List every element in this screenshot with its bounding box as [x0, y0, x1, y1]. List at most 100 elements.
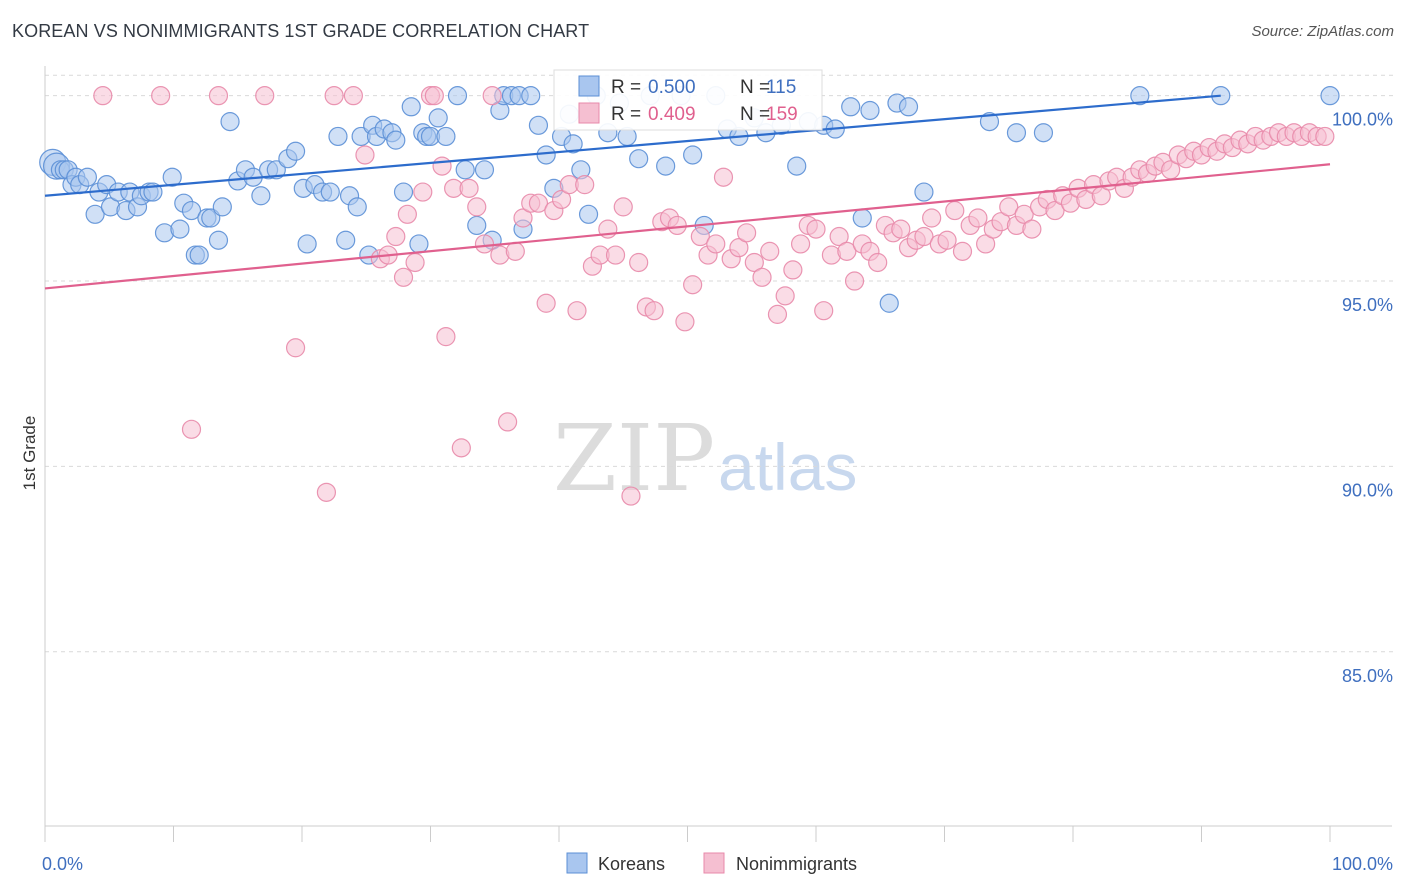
nonimmigrant-point [567, 301, 587, 321]
nonimmigrant-point [760, 241, 780, 261]
axes: 85.0% 90.0% 95.0% 100.0% 0.0% 100.0% [42, 66, 1393, 874]
nonimmigrant-point [424, 86, 444, 106]
korean-point [841, 97, 861, 117]
nonimmigrant-point [891, 219, 911, 239]
korean-point [320, 182, 340, 202]
nonimmigrants-swatch [578, 102, 600, 124]
nonimmigrant-point [922, 208, 942, 228]
nonimmigrant-point [945, 200, 965, 221]
x-tick-label-max: 100.0% [1332, 854, 1393, 874]
nonimmigrant-point [814, 301, 834, 321]
korean-point [1130, 86, 1150, 106]
korean-point [328, 126, 348, 147]
korean-point [386, 130, 406, 150]
nonimmigrant-point [952, 241, 973, 261]
nonimmigrant-point [605, 245, 626, 265]
korean-point [656, 156, 676, 176]
y-tick-label: 90.0% [1342, 480, 1393, 500]
nonimmigrant-point [690, 226, 710, 247]
korean-point [77, 167, 98, 187]
legend-nonimmigrants-label: Nonimmigrants [736, 854, 857, 874]
nonimmigrant-point [613, 197, 633, 217]
nonimmigrant-point [837, 241, 857, 261]
korean-point [1033, 123, 1054, 143]
nonimmigrant-point [806, 219, 826, 239]
nonimmigrant-point [868, 252, 888, 273]
nonimmigrant-point [181, 419, 202, 439]
legend: Koreans Nonimmigrants [566, 852, 857, 874]
korean-point [578, 204, 599, 224]
korean-point [629, 149, 649, 169]
korean-point [521, 86, 541, 106]
nonimmigrant-point [1022, 219, 1042, 239]
korean-point [212, 197, 232, 217]
nonimmigrant-point [790, 234, 811, 254]
korean-point [467, 215, 487, 236]
nonimmigrant-point [505, 241, 525, 261]
nonimmigrant-point [151, 86, 171, 106]
watermark-atlas: atlas [718, 430, 857, 504]
korean-point [536, 145, 556, 165]
nonimmigrant-point [513, 208, 533, 228]
korean-point [879, 293, 899, 313]
nonimmigrant-point [914, 226, 934, 247]
nonimmigrant-point [459, 178, 479, 198]
nonimmigrants-n-label: N = [740, 104, 770, 125]
nonimmigrant-point [343, 86, 363, 106]
chart-source: Source: ZipAtlas.com [1251, 23, 1394, 40]
nonimmigrants-n-value: 159 [766, 104, 798, 125]
korean-point [409, 234, 429, 254]
legend-koreans-swatch [566, 852, 588, 874]
nonimmigrant-point [644, 301, 664, 321]
korean-point [401, 97, 421, 117]
koreans-points [39, 86, 1340, 313]
koreans-swatch [578, 75, 600, 97]
nonimmigrant-point [629, 252, 649, 273]
nonimmigrant-point [976, 234, 996, 254]
nonimmigrant-point [208, 86, 229, 106]
korean-point [393, 182, 414, 202]
korean-point [201, 208, 221, 228]
nonimmigrant-point [752, 267, 772, 287]
korean-point [563, 134, 583, 154]
nonimmigrant-point [783, 260, 803, 280]
korean-point [285, 141, 306, 161]
nonimmigrant-point [968, 208, 988, 228]
nonimmigrant-point [844, 271, 865, 291]
nonimmigrants-r-label: R = [611, 104, 641, 125]
nonimmigrant-point [744, 252, 764, 273]
koreans-r-label: R = [611, 77, 641, 98]
nonimmigrant-point [255, 86, 275, 106]
nonimmigrant-point [393, 267, 414, 287]
legend-koreans-label: Koreans [598, 854, 665, 874]
nonimmigrant-point [999, 197, 1019, 217]
nonimmigrant-point [667, 215, 687, 236]
y-tick-label: 85.0% [1342, 666, 1393, 686]
nonimmigrant-point [316, 482, 337, 502]
korean-point [162, 167, 182, 187]
korean-point [979, 112, 1000, 132]
korean-point [85, 204, 105, 224]
nonimmigrant-point [706, 234, 726, 254]
nonimmigrant-point [713, 167, 734, 187]
nonimmigrant-point [285, 338, 306, 358]
nonimmigrants-r-value: 0.409 [648, 104, 696, 125]
korean-point [1006, 123, 1027, 143]
nonimmigrant-point [432, 156, 452, 176]
nonimmigrant-point [937, 230, 957, 250]
korean-point [251, 186, 271, 206]
korean-point [297, 234, 317, 254]
korean-point [170, 219, 190, 239]
nonimmigrant-point [675, 312, 695, 332]
y-axis-title: 1st Grade [20, 416, 39, 491]
korean-point [436, 126, 456, 147]
korean-point [447, 86, 468, 106]
koreans-r-value: 0.500 [648, 77, 696, 98]
korean-point [860, 100, 880, 121]
nonimmigrant-point [775, 286, 795, 306]
chart-title: KOREAN VS NONIMMIGRANTS 1ST GRADE CORREL… [12, 21, 590, 41]
nonimmigrant-point [1045, 200, 1065, 221]
koreans-n-value: 115 [766, 77, 796, 98]
nonimmigrant-point [498, 412, 518, 432]
